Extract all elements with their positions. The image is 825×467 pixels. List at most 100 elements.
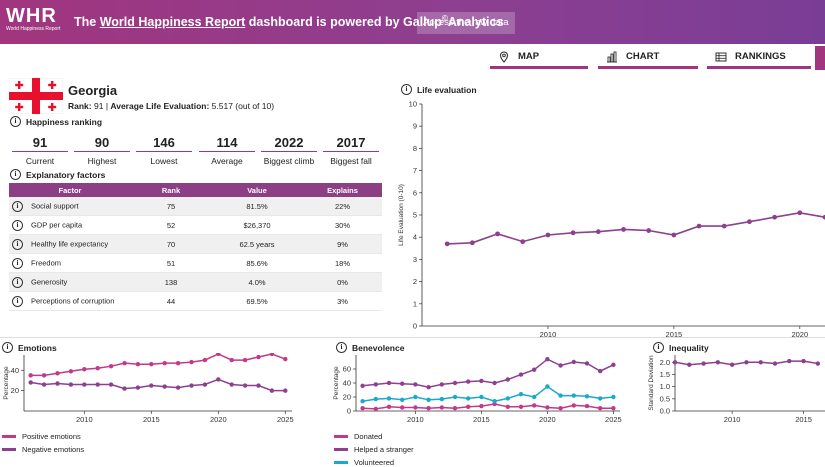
y-axis-label: Life Evaluation (0-10): [398, 184, 405, 246]
factor-value: 62.5 years: [211, 234, 303, 254]
whr-logo[interactable]: WHR World Happiness Report: [6, 6, 66, 38]
data-point: [672, 360, 678, 365]
data-point: [744, 360, 749, 365]
data-point: [532, 367, 537, 372]
y-tick-label: 20: [343, 393, 351, 402]
info-icon[interactable]: i: [12, 276, 23, 288]
y-tick-label: 40: [11, 366, 19, 375]
data-point: [216, 353, 221, 357]
data-point: [386, 404, 392, 409]
data-point: [95, 382, 100, 387]
factor-name: GDP per capita: [31, 219, 83, 229]
data-point: [558, 406, 563, 411]
legend-donated[interactable]: Donated: [334, 432, 382, 441]
y-axis-label: Standard Deviation: [648, 355, 655, 411]
info-icon[interactable]: i: [401, 84, 412, 95]
tab-chart[interactable]: CHART: [598, 47, 698, 69]
stat-highest: 90 Highest: [74, 134, 130, 166]
info-icon[interactable]: i: [12, 200, 23, 212]
data-point: [671, 232, 677, 238]
data-point: [439, 405, 444, 410]
data-point: [28, 373, 33, 378]
info-icon[interactable]: i: [12, 238, 23, 250]
data-point: [413, 394, 418, 400]
tab-rankings-label: RANKINGS: [735, 51, 786, 62]
series-line: [362, 385, 614, 402]
info-icon[interactable]: i: [12, 257, 23, 269]
y-tick-label: 4: [413, 233, 417, 242]
legend-helped[interactable]: Helped a stranger: [334, 445, 414, 454]
x-tick-label: 2020: [791, 330, 808, 339]
stat-biggest-fall: 2017 Biggest fall: [323, 134, 379, 166]
country-summary: Rank: 91 | Average Life Evaluation: 5.51…: [68, 101, 275, 111]
info-icon[interactable]: i: [2, 342, 13, 353]
data-point: [400, 397, 405, 402]
factor-rank: 75: [131, 197, 211, 216]
series-line: [362, 358, 614, 388]
legend-negative[interactable]: Negative emotions: [2, 445, 84, 454]
x-tick-label: 2010: [540, 330, 557, 339]
data-point: [696, 223, 702, 229]
rank-value: 91: [94, 101, 104, 111]
divider: [0, 337, 825, 338]
data-point: [269, 388, 275, 393]
data-point: [202, 357, 208, 363]
factor-value: 85.6%: [211, 253, 303, 273]
stat-label: Biggest fall: [330, 156, 372, 166]
data-point: [721, 223, 727, 229]
data-point: [162, 384, 167, 389]
factor-rank: 51: [131, 253, 211, 273]
data-point: [611, 406, 616, 411]
info-icon[interactable]: i: [653, 342, 664, 353]
x-tick-label: 2015: [473, 415, 490, 424]
data-point: [495, 231, 500, 237]
whr-link[interactable]: World Happiness Report: [99, 15, 246, 30]
data-point: [426, 406, 431, 411]
data-point: [758, 360, 763, 365]
raw-data-button[interactable]: Access the raw data: [417, 12, 515, 34]
legend-volunteered[interactable]: Volunteered: [334, 458, 394, 467]
info-icon[interactable]: i: [336, 342, 347, 353]
info-icon[interactable]: i: [10, 169, 21, 180]
tab-more[interactable]: [815, 46, 825, 70]
data-point: [162, 360, 167, 366]
benevolence-chart[interactable]: 0 20 40 60 2010 2015 2020 2025 Percentage: [330, 353, 630, 427]
factor-name: Freedom: [31, 257, 62, 267]
col-factor: Factor: [9, 183, 131, 197]
tab-map[interactable]: MAP: [490, 47, 588, 69]
data-point: [413, 382, 418, 387]
stat-value: 146: [153, 135, 175, 150]
factor-value: 4.0%: [211, 272, 303, 292]
inequality-chart[interactable]: 0.0 0.5 1.0 1.5 2.0 2010 2015 Standard Deviatio…: [645, 353, 825, 427]
map-pin-icon: [499, 50, 509, 63]
y-tick-label: 5: [413, 211, 417, 220]
stat-current: 91 Current: [12, 134, 68, 166]
tab-rankings[interactable]: RANKINGS: [707, 47, 811, 69]
data-point: [492, 380, 497, 386]
data-point: [175, 360, 181, 366]
data-point: [479, 394, 484, 400]
y-tick-label: 1.0: [660, 382, 670, 391]
data-point: [439, 396, 444, 402]
explanatory-factors-table: Factor Rank Value Explains i Social suppo…: [9, 183, 382, 311]
data-point: [122, 360, 127, 366]
happiness-ranking-label: Happiness ranking: [26, 116, 103, 127]
info-icon[interactable]: i: [10, 116, 21, 127]
legend-positive[interactable]: Positive emotions: [2, 432, 81, 441]
data-point: [505, 377, 510, 382]
info-icon[interactable]: i: [12, 295, 23, 307]
table-row: i Generosity 138 4.0% 0%: [9, 272, 382, 292]
info-icon[interactable]: i: [12, 219, 23, 231]
data-point: [269, 353, 275, 357]
life-evaluation-chart[interactable]: 0 1 2 3 4 5 6 7 8 9 10 2010 2015 2020 Life Evaluation …: [395, 97, 825, 340]
col-explains: Explains: [303, 183, 382, 197]
data-point: [584, 403, 590, 409]
y-axis-label: Percentage: [333, 366, 340, 400]
data-point: [715, 360, 721, 365]
series-line: [447, 211, 825, 245]
y-tick-label: 3: [413, 255, 417, 264]
logo-mark: WHR: [6, 5, 57, 27]
emotions-chart[interactable]: 20 40 2010 2015 2020 2025 Percentage: [0, 353, 300, 427]
data-point: [479, 378, 484, 384]
data-point: [122, 386, 127, 391]
